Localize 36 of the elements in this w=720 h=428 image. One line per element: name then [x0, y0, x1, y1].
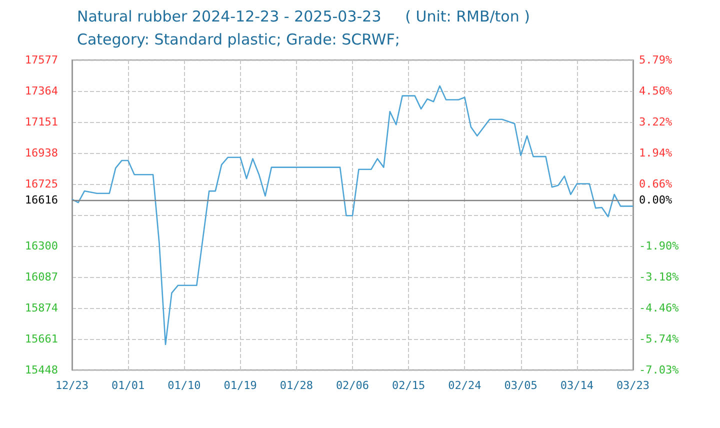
y-tick-label: 15448	[24, 364, 58, 376]
y-tick-label: 16616	[24, 193, 58, 206]
y2-tick-label: 5.79%	[639, 54, 672, 66]
x-tick-label: 12/23	[55, 379, 89, 392]
y-tick-label: 15661	[24, 332, 58, 346]
y-tick-label: 16938	[24, 146, 58, 160]
x-tick-label: 01/19	[224, 379, 257, 392]
x-tick-label: 01/10	[168, 379, 201, 392]
y2-tick-label: -5.74%	[639, 332, 680, 346]
y-tick-label: 16300	[24, 239, 58, 252]
x-tick-label: 01/28	[280, 379, 313, 392]
line-series	[71, 85, 634, 346]
chart-subtitle: Category: Standard plastic; Grade: SCRWF;	[77, 30, 400, 48]
y2-tick-label: 0.66%	[639, 178, 672, 191]
chart-title: Natural rubber 2024-12-23 - 2025-03-23 ( Unit: RMB/ton )	[77, 8, 530, 26]
x-tick-label: 01/01	[112, 379, 145, 392]
y-tick-label: 16725	[24, 178, 58, 191]
x-tick-label: 02/06	[336, 379, 370, 392]
y2-tick-label: 0.00%	[639, 194, 672, 207]
y2-tick-label: 3.22%	[639, 116, 672, 129]
x-tick-label: 03/05	[504, 379, 538, 392]
y-tick-label: 17577	[24, 54, 58, 66]
y2-tick-label: 1.94%	[639, 146, 672, 160]
x-tick-label: 03/14	[560, 379, 594, 392]
y2-tick-label: 4.50%	[639, 84, 672, 98]
y2-tick-label: -3.18%	[639, 270, 680, 284]
x-tick-label: 03/23	[616, 379, 650, 392]
y-tick-label: 17151	[24, 116, 58, 129]
y-tick-label: 16087	[24, 270, 58, 284]
y2-tick-label: -1.90%	[639, 239, 680, 252]
y-tick-label: 17364	[24, 84, 58, 98]
y2-tick-label: -4.46%	[639, 301, 680, 314]
y-tick-label: 15874	[24, 301, 58, 314]
x-tick-label: 02/15	[392, 379, 426, 392]
y2-tick-label: -7.03%	[639, 364, 680, 376]
x-tick-label: 02/24	[448, 379, 482, 392]
